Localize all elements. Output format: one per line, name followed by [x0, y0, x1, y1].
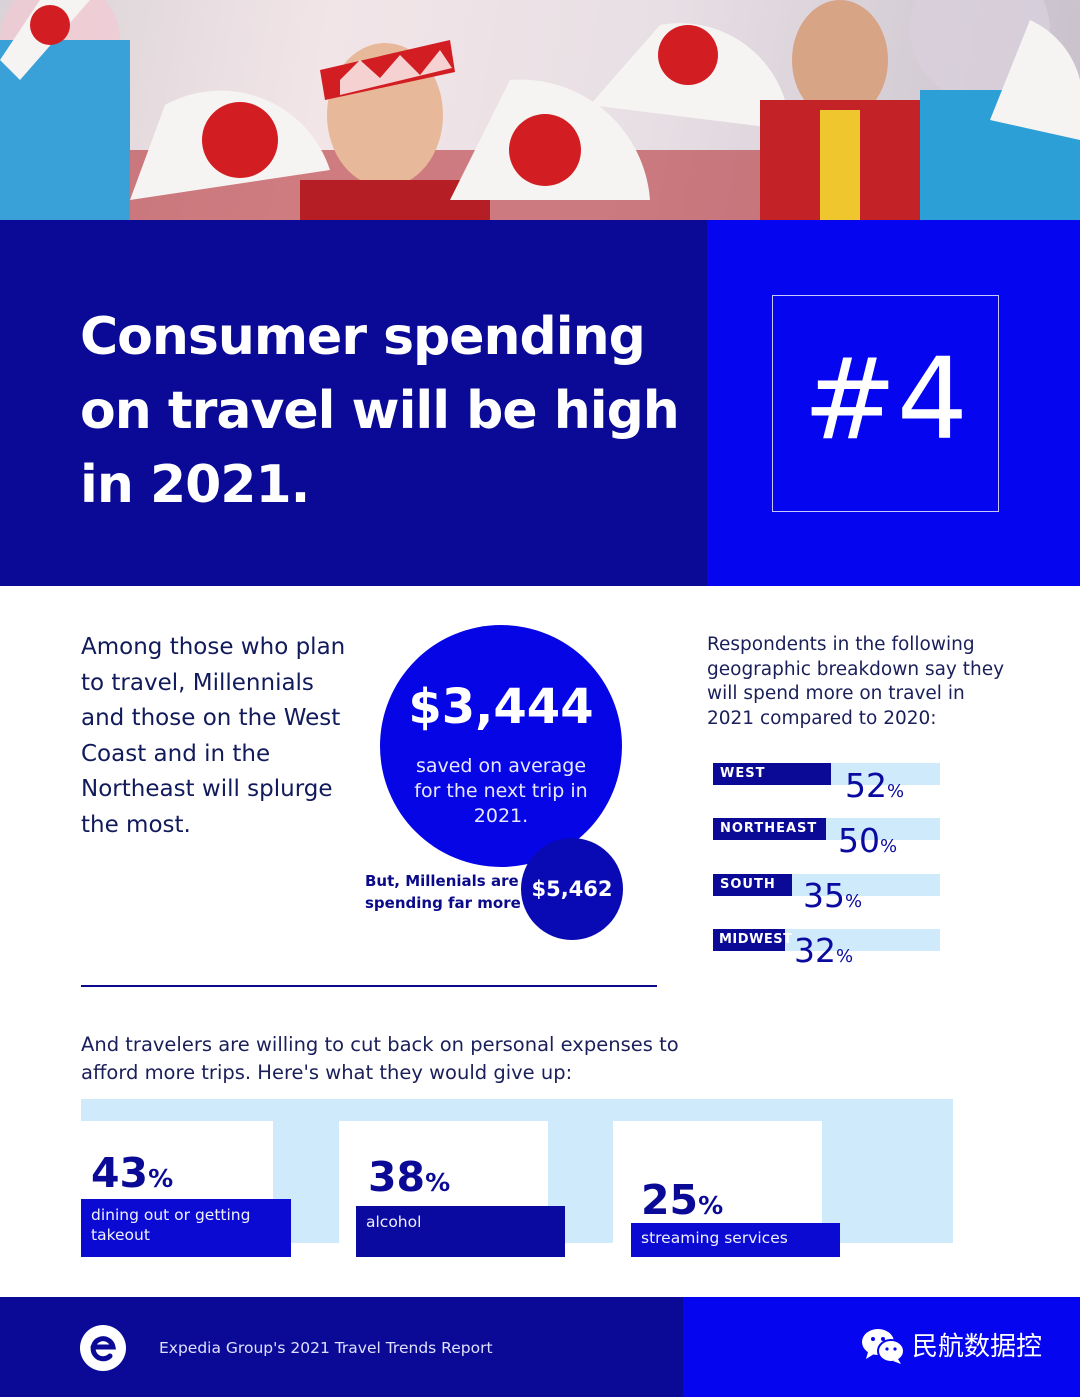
give-up-value-unit: % [148, 1164, 174, 1193]
trend-number: #4 [802, 335, 969, 465]
title-band-accent [707, 220, 1080, 586]
expedia-logo-icon [80, 1325, 126, 1371]
millennials-note: But, Millenials are spending far more [365, 872, 521, 912]
give-up-value: 25% [641, 1175, 723, 1231]
region-bar: WEST [713, 763, 940, 785]
give-up-value: 43% [91, 1148, 173, 1204]
region-value-number: 32 [794, 931, 836, 970]
title-band [0, 220, 707, 586]
millennials-amount: $5,462 [531, 877, 613, 901]
region-value-unit: % [880, 836, 898, 857]
section-divider [81, 985, 657, 987]
cutback-intro: And travelers are willing to cut back on… [81, 1033, 679, 1084]
intro-text: Among those who plan to travel, Millenni… [81, 634, 346, 838]
region-value-number: 52 [845, 766, 887, 805]
wechat-icon [862, 1329, 905, 1364]
savings-circle [380, 625, 622, 867]
region-bar: MIDWEST [713, 929, 940, 951]
region-value: 52% [845, 767, 904, 811]
region-label: WEST [713, 763, 831, 785]
savings-amount: $3,444 [408, 679, 594, 735]
give-up-label: dining out or getting takeout [81, 1199, 291, 1257]
trend-number-box [772, 295, 999, 512]
give-up-value-number: 38 [368, 1153, 426, 1201]
region-label: MIDWEST [713, 929, 792, 951]
give-up-label: alcohol [356, 1206, 565, 1257]
page-title: Consumer spending on travel will be high… [80, 307, 680, 515]
region-value: 35% [803, 877, 862, 921]
region-bar: SOUTH [713, 874, 940, 896]
region-value-unit: % [836, 946, 854, 967]
region-label: NORTHEAST [713, 818, 826, 840]
region-value-unit: % [887, 781, 905, 802]
savings-caption: saved on average for the next trip in 20… [414, 755, 588, 827]
give-up-value-number: 43 [91, 1149, 149, 1197]
festival-dancers-illustration [0, 0, 1080, 220]
give-up-value: 38% [368, 1152, 450, 1208]
region-label: SOUTH [713, 874, 792, 896]
give-up-label: streaming services [631, 1223, 840, 1257]
watermark-text: 民航数据控 [912, 1332, 1043, 1362]
region-bar: NORTHEAST [713, 818, 940, 840]
region-value-unit: % [845, 891, 863, 912]
hero-photo [0, 0, 1080, 220]
millennials-circle [521, 838, 623, 940]
region-value-number: 35 [803, 876, 845, 915]
give-up-value-unit: % [698, 1191, 724, 1220]
give-up-card [613, 1121, 822, 1243]
region-value: 32% [794, 932, 853, 976]
report-name: Expedia Group's 2021 Travel Trends Repor… [159, 1339, 493, 1357]
give-up-value-number: 25 [641, 1176, 699, 1224]
region-value-number: 50 [838, 821, 880, 860]
regions-intro: Respondents in the following geographic … [707, 634, 1005, 729]
region-value: 50% [838, 822, 897, 866]
give-up-value-unit: % [425, 1168, 451, 1197]
